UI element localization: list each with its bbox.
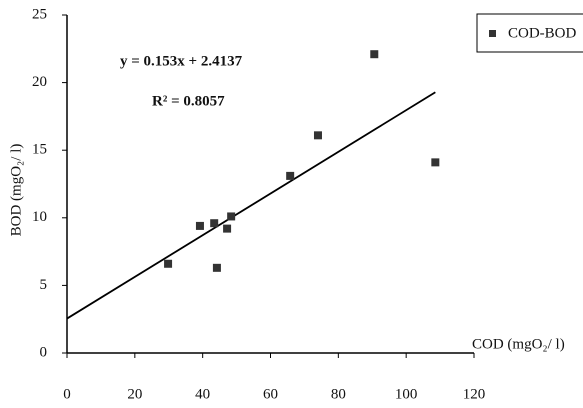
point — [210, 219, 219, 228]
point — [286, 171, 295, 180]
point — [431, 158, 440, 167]
point — [212, 263, 221, 272]
x-tick-label: 20 — [127, 386, 142, 402]
trendline-equation: y = 0.153x + 2.4137 — [120, 53, 243, 69]
x-tick-label: 60 — [263, 386, 278, 402]
y-tick-label: 10 — [32, 209, 47, 225]
x-tick-label: 80 — [331, 386, 346, 402]
y-tick-label: 0 — [40, 344, 48, 360]
x-tick-label: 40 — [195, 386, 210, 402]
y-tick-label: 25 — [32, 6, 47, 22]
y-tick-label: 15 — [32, 142, 47, 158]
point — [223, 224, 232, 233]
trendline — [66, 91, 436, 320]
y-axis-label: BOD (mgO₂/ l) — [8, 144, 24, 237]
point — [227, 212, 236, 221]
legend-marker — [489, 30, 496, 37]
y-tick-label: 5 — [40, 277, 48, 293]
y-tick-label: 20 — [32, 74, 47, 90]
x-tick-label: 0 — [63, 386, 71, 402]
point — [370, 50, 379, 59]
x-tick-label: 120 — [463, 386, 486, 402]
point — [195, 221, 204, 230]
x-tick-label: 100 — [395, 386, 418, 402]
x-axis-label: COD (mgO₂/ l) — [472, 336, 565, 352]
point — [164, 259, 173, 268]
point — [313, 131, 322, 140]
r-squared: R² = 0.8057 — [152, 93, 225, 109]
legend-label: COD-BOD — [508, 25, 577, 41]
